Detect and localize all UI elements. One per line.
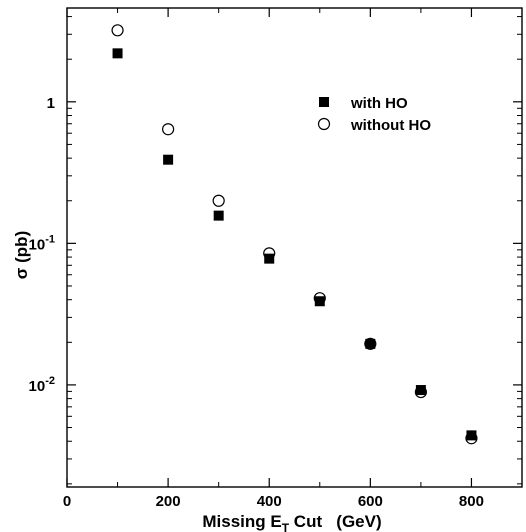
y-tick-label: 1	[47, 95, 55, 112]
point-without-ho	[465, 432, 478, 445]
y-tick-label-exponent: -2	[45, 375, 55, 387]
series-without-ho	[111, 24, 478, 445]
point-with-ho	[365, 338, 376, 349]
x-tick-labels: 0 200 400 600 800	[63, 493, 484, 510]
point-with-ho	[415, 385, 426, 396]
point-without-ho	[313, 292, 326, 305]
legend: with HO without HO	[317, 95, 431, 134]
point-without-ho	[212, 194, 225, 207]
y-tick-label: 10-2	[29, 375, 55, 395]
x-tick-label: 200	[156, 493, 181, 510]
point-without-ho	[111, 24, 124, 37]
point-without-ho	[263, 247, 276, 260]
x-tick-label: 800	[459, 493, 484, 510]
point-with-ho	[112, 48, 123, 59]
legend-marker-with-ho	[319, 97, 329, 107]
major-ticks	[66, 8, 522, 487]
point-with-ho	[213, 210, 224, 221]
x-tick-label: 0	[63, 493, 71, 510]
series-with-ho	[112, 48, 477, 441]
x-tick-label: 600	[358, 493, 383, 510]
legend-label-with-ho: with HO	[350, 95, 408, 112]
x-axis-title-subscript: T	[282, 521, 290, 532]
y-tick-label-base: 10	[29, 236, 46, 253]
y-tick-label: 10-1	[29, 233, 55, 253]
y-tick-label-exponent: -1	[45, 233, 55, 245]
y-tick-label-base: 1	[47, 95, 55, 112]
point-without-ho	[364, 337, 377, 350]
x-axis-title: Missing ET Cut (GeV)	[202, 512, 381, 532]
point-without-ho	[414, 385, 427, 399]
point-with-ho	[466, 430, 477, 441]
point-with-ho	[163, 154, 174, 165]
x-tick-label: 400	[257, 493, 282, 510]
y-tick-labels: 110-110-2	[29, 95, 55, 395]
legend-label-without-ho: without HO	[350, 117, 431, 134]
minor-ticks	[67, 8, 522, 487]
point-without-ho	[162, 123, 175, 136]
legend-marker-without-ho	[317, 117, 331, 131]
y-tick-label-base: 10	[29, 378, 46, 395]
y-axis-title: σ (pb)	[12, 231, 31, 279]
plot-frame	[66, 7, 523, 488]
point-with-ho	[314, 296, 325, 307]
